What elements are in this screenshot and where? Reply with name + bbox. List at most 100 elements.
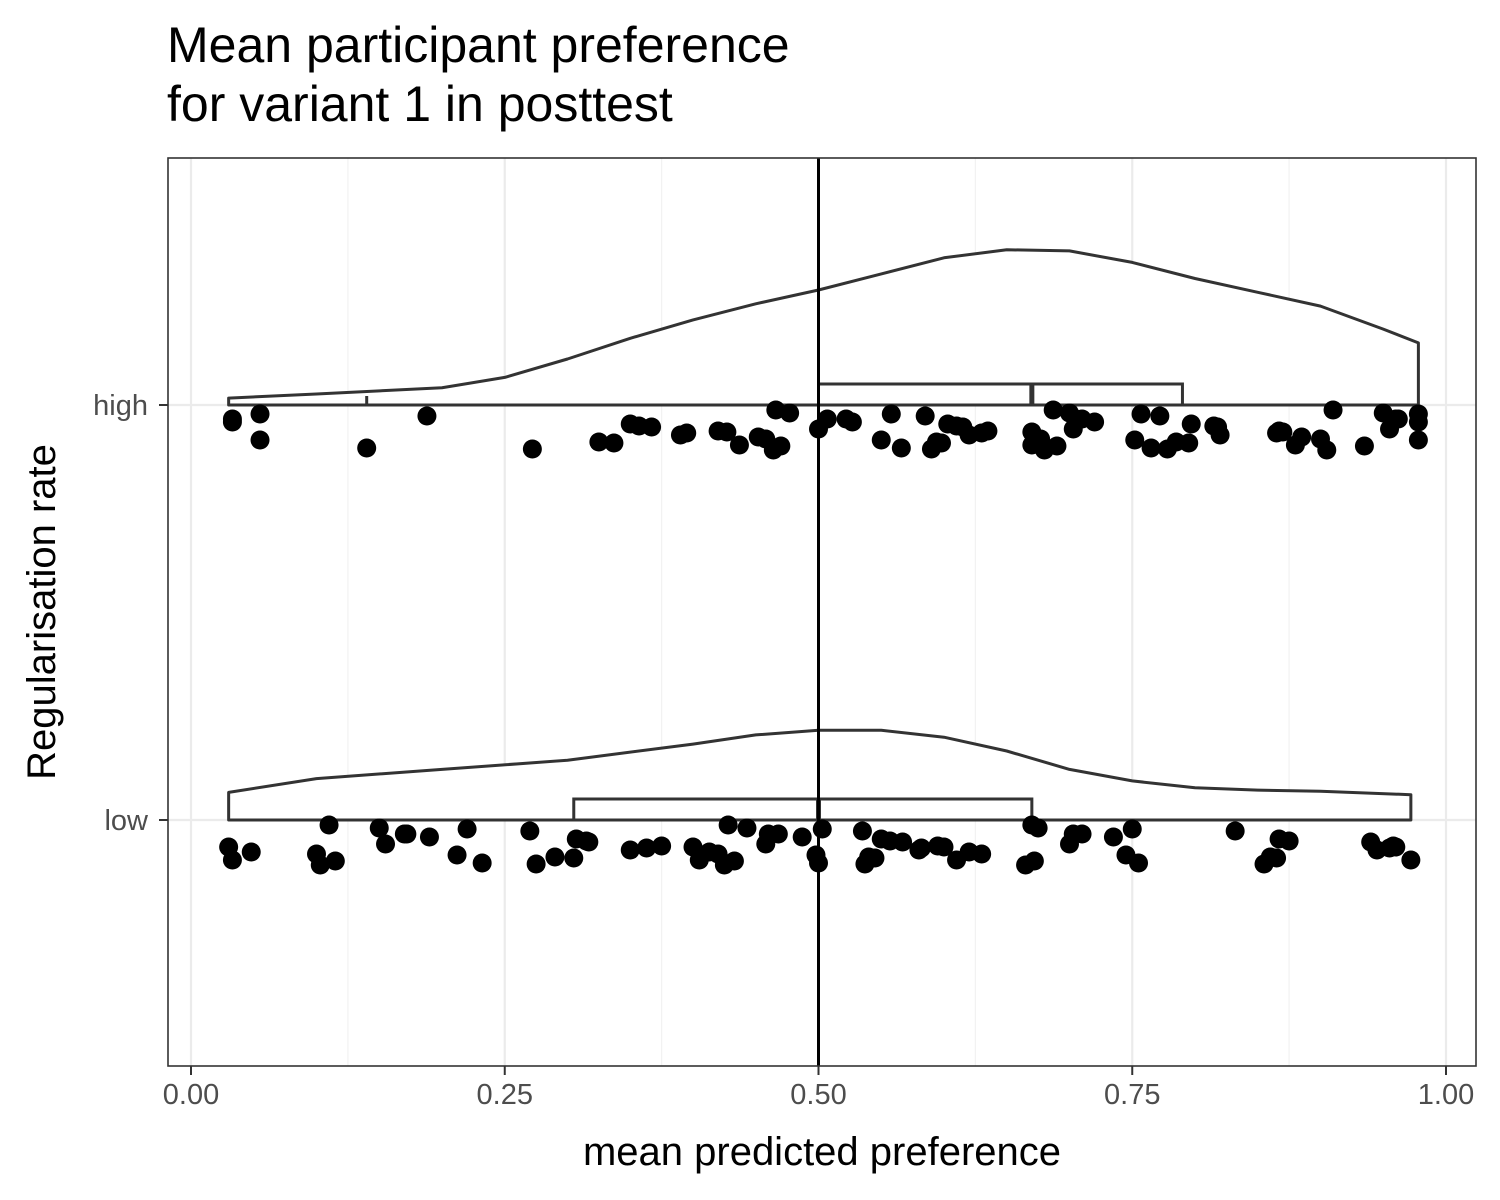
point-low-8 [376, 834, 396, 854]
point-high-59 [1181, 414, 1201, 434]
x-tick-label-0: 0.00 [163, 1079, 219, 1111]
point-high-71 [1354, 436, 1374, 456]
point-high-13 [677, 423, 697, 443]
point-high-39 [978, 421, 998, 441]
point-high-69 [1317, 440, 1337, 460]
point-low-56 [1024, 851, 1044, 871]
point-low-70 [1279, 831, 1299, 851]
point-high-30 [915, 406, 935, 426]
point-high-62 [1210, 425, 1230, 445]
point-high-16 [729, 435, 749, 455]
point-high-7 [589, 432, 609, 452]
point-low-23 [637, 838, 657, 858]
point-high-15 [717, 422, 737, 442]
x-tick-label-4: 1.00 [1418, 1079, 1474, 1111]
point-low-46 [893, 832, 913, 852]
point-low-12 [447, 845, 467, 865]
point-high-55 [1150, 406, 1170, 426]
point-low-76 [1401, 850, 1421, 870]
point-high-22 [780, 403, 800, 423]
point-low-22 [620, 840, 640, 860]
point-low-14 [472, 853, 492, 873]
point-low-38 [812, 819, 832, 839]
point-high-11 [642, 417, 662, 437]
point-high-6 [522, 439, 542, 459]
point-low-57 [1028, 818, 1048, 838]
point-high-21 [771, 436, 791, 456]
point-low-18 [564, 848, 584, 868]
point-high-33 [931, 433, 951, 453]
box-low [572, 797, 1034, 822]
y-tick-label-low: low [104, 805, 149, 837]
plot-shapes [227, 158, 1420, 1066]
density-high [227, 248, 1420, 407]
point-high-1 [222, 412, 242, 432]
point-low-15 [520, 821, 540, 841]
point-low-2 [241, 842, 261, 862]
x-tick-label-3: 0.75 [1104, 1079, 1160, 1111]
data-points [219, 400, 1428, 875]
point-low-75 [1386, 837, 1406, 857]
point-low-24 [652, 836, 672, 856]
point-low-36 [792, 827, 812, 847]
point-high-77 [1408, 430, 1428, 450]
point-high-58 [1179, 433, 1199, 453]
point-low-39 [809, 853, 828, 873]
x-tick-label-2: 0.50 [790, 1079, 846, 1111]
point-low-5 [319, 815, 339, 835]
point-low-60 [1072, 824, 1092, 844]
plot-panel-border [167, 157, 1477, 1067]
point-high-4 [357, 438, 377, 458]
point-high-26 [842, 412, 862, 432]
point-low-48 [911, 838, 931, 858]
point-low-68 [1267, 848, 1287, 868]
point-high-45 [1043, 400, 1063, 420]
point-low-16 [526, 854, 546, 874]
point-high-52 [1125, 430, 1145, 450]
point-high-27 [871, 430, 891, 450]
x-tick-label-1: 0.25 [477, 1079, 533, 1111]
point-low-1 [222, 850, 242, 870]
point-high-28 [881, 404, 901, 424]
point-low-63 [1122, 819, 1142, 839]
x-axis-title: mean predicted preference [583, 1130, 1061, 1174]
point-low-40 [852, 821, 872, 841]
point-high-65 [1273, 422, 1293, 442]
point-low-30 [718, 815, 738, 835]
point-high-53 [1131, 404, 1151, 424]
axes: 0.00 0.25 0.50 0.75 1.00 high low [93, 390, 1474, 1111]
point-high-24 [817, 409, 837, 429]
point-low-31 [724, 851, 744, 871]
point-low-11 [419, 827, 439, 847]
point-low-17 [545, 847, 565, 867]
point-high-78 [1408, 404, 1428, 424]
point-low-32 [737, 818, 757, 838]
point-low-21 [579, 832, 599, 852]
point-low-13 [457, 819, 477, 839]
point-high-75 [1388, 409, 1408, 429]
chart-title-line-2: for variant 1 in posttest [167, 76, 673, 132]
point-low-4 [310, 855, 330, 875]
point-low-43 [865, 848, 885, 868]
point-low-65 [1225, 821, 1245, 841]
point-low-7 [369, 818, 389, 838]
point-high-46 [1047, 436, 1067, 456]
point-high-51 [1085, 412, 1105, 432]
point-high-5 [417, 406, 437, 426]
point-high-54 [1141, 438, 1161, 458]
point-low-61 [1103, 827, 1123, 847]
chart-title-line-1: Mean participant preference [167, 17, 790, 73]
point-low-35 [768, 824, 788, 844]
point-low-6 [325, 851, 345, 871]
point-low-53 [972, 844, 992, 864]
point-high-70 [1323, 400, 1343, 420]
point-low-50 [934, 837, 954, 857]
point-high-67 [1292, 427, 1312, 447]
point-low-10 [397, 824, 417, 844]
y-axis-title: Regularisation rate [20, 444, 64, 780]
point-high-3 [250, 404, 270, 424]
point-low-64 [1129, 853, 1149, 873]
point-high-2 [250, 430, 270, 450]
point-high-8 [604, 433, 624, 453]
